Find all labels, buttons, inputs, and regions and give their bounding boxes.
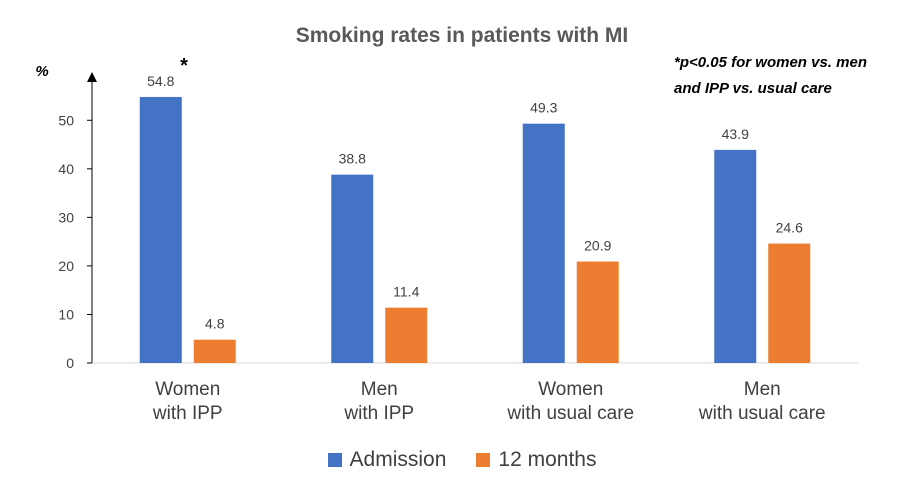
x-category-label: with IPP [343, 403, 414, 424]
legend-swatch-12-months [476, 453, 491, 467]
legend: Admission 12 months [0, 448, 924, 472]
data-label: 54.8 [147, 73, 174, 89]
data-label: 20.9 [584, 238, 611, 254]
legend-label-admission: Admission [349, 448, 447, 471]
y-tick-label: 30 [58, 209, 74, 225]
significance-note: *p<0.05 for women vs. men and IPP vs. us… [674, 54, 867, 97]
data-label: 49.3 [530, 100, 557, 116]
y-tick-label: 20 [58, 258, 74, 274]
x-category-label: Men [744, 379, 781, 400]
bar-12-months [385, 307, 428, 363]
x-category-label: Men [361, 379, 398, 400]
bar-12-months [576, 261, 619, 363]
y-axis-arrow [87, 72, 97, 82]
y-tick-label: 50 [58, 112, 74, 128]
legend-item-admission: Admission [327, 448, 447, 472]
legend-swatch-admission [327, 453, 342, 467]
x-category-label: Women [538, 379, 603, 400]
legend-item-12-months: 12 months [476, 448, 596, 472]
significance-asterisk: * [180, 55, 188, 77]
x-category-label: with usual care [506, 403, 634, 424]
y-tick-label: 40 [58, 161, 74, 177]
bar-admission [522, 123, 565, 364]
data-label: 24.6 [776, 220, 803, 236]
data-label: 38.8 [339, 151, 366, 167]
legend-label-12-months: 12 months [498, 448, 597, 471]
bar-admission [139, 96, 182, 363]
bar-12-months [768, 243, 811, 363]
y-tick-label: 0 [66, 355, 74, 371]
y-tick-label: 10 [58, 306, 74, 322]
data-label: 4.8 [205, 316, 225, 332]
chart-title: Smoking rates in patients with MI [295, 24, 629, 47]
bar-admission [331, 174, 374, 363]
x-category-label: with usual care [698, 403, 826, 424]
data-label: 43.9 [722, 126, 749, 142]
x-category-label: Women [155, 379, 220, 400]
bar-12-months [193, 339, 236, 363]
y-axis-unit-label: % [35, 63, 48, 80]
data-label: 11.4 [393, 284, 419, 300]
bar-admission [714, 149, 757, 363]
x-category-label: with IPP [152, 403, 223, 424]
